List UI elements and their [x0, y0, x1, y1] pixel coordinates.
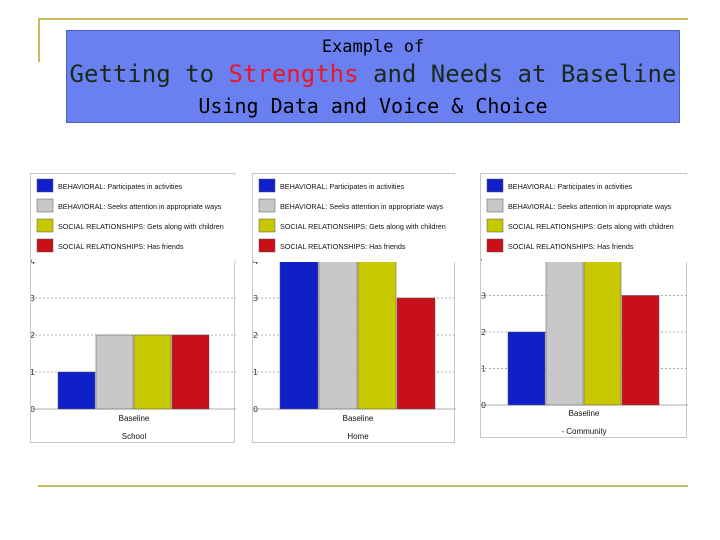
legend-label: BEHAVIORAL: Participates in activities	[280, 182, 405, 191]
chart-community: 01234BEHAVIORAL: Participates in activit…	[480, 173, 688, 438]
legend-swatch	[258, 178, 276, 193]
legend-label: SOCIAL RELATIONSHIPS: Has friends	[280, 242, 406, 251]
bar-series-2	[318, 260, 358, 410]
legend-swatch	[486, 198, 504, 213]
legend-label: BEHAVIORAL: Participates in activities	[58, 182, 183, 191]
banner-pretitle: Example of	[321, 37, 425, 57]
legend-background	[32, 175, 235, 262]
legend-label: SOCIAL RELATIONSHIPS: Has friends	[508, 242, 634, 251]
chart-svg: 01234BEHAVIORAL: Participates in activit…	[481, 175, 688, 436]
legend-swatch	[36, 218, 54, 233]
legend-label: SOCIAL RELATIONSHIPS: Gets along with ch…	[508, 222, 674, 231]
y-tick-label: 1	[31, 368, 35, 377]
y-tick-label: 2	[481, 328, 486, 337]
bar-series-1	[507, 331, 546, 406]
legend-background	[254, 175, 455, 262]
legend-swatch	[486, 178, 504, 193]
chart-svg: 01234BEHAVIORAL: Participates in activit…	[253, 175, 456, 441]
bar-series-1	[279, 260, 319, 410]
legend-background	[482, 175, 687, 262]
banner-title: Getting to Strengths and Needs at Baseli…	[67, 60, 679, 88]
y-tick-label: 0	[481, 401, 486, 410]
bar-series-4	[171, 334, 210, 410]
legend-swatch	[36, 198, 54, 213]
y-tick-label: 1	[481, 365, 486, 374]
legend-swatch	[36, 238, 54, 253]
y-tick-label: 3	[253, 294, 258, 303]
y-tick-label: 2	[253, 331, 258, 340]
legend-swatch	[36, 178, 54, 193]
legend-label: BEHAVIORAL: Seeks attention in appropria…	[280, 202, 444, 211]
x-axis-label: School	[122, 432, 147, 441]
banner-title-part-2: and Needs at Baseline	[358, 60, 677, 88]
left-rule	[38, 18, 40, 62]
legend-swatch	[258, 218, 276, 233]
title-banner: Example of Getting to Strengths and Need…	[66, 30, 680, 123]
y-tick-label: 2	[31, 331, 35, 340]
bar-series-2	[95, 334, 134, 410]
legend-swatch	[486, 218, 504, 233]
y-tick-label: 3	[481, 292, 486, 301]
bar-series-4	[396, 297, 436, 410]
legend-label: BEHAVIORAL: Participates in activities	[508, 182, 633, 191]
bar-series-4	[621, 295, 660, 406]
category-label: Baseline	[569, 409, 600, 418]
chart-school: 01234BEHAVIORAL: Participates in activit…	[30, 173, 236, 443]
bottom-rule	[38, 485, 688, 487]
legend-swatch	[486, 238, 504, 253]
bar-series-3	[357, 260, 397, 410]
bar-series-1	[57, 371, 96, 410]
banner-title-part-1: Getting to	[69, 60, 229, 88]
top-rule	[38, 18, 688, 20]
legend-label: SOCIAL RELATIONSHIPS: Has friends	[58, 242, 184, 251]
category-label: Baseline	[343, 414, 374, 423]
y-tick-label: 0	[253, 405, 258, 414]
legend-label: SOCIAL RELATIONSHIPS: Gets along with ch…	[280, 222, 446, 231]
banner-subtitle: Using Data and Voice & Choice	[198, 94, 548, 118]
y-tick-label: 1	[253, 368, 258, 377]
legend-label: BEHAVIORAL: Seeks attention in appropria…	[508, 202, 672, 211]
legend-label: SOCIAL RELATIONSHIPS: Gets along with ch…	[58, 222, 224, 231]
chart-svg: 01234BEHAVIORAL: Participates in activit…	[31, 175, 236, 441]
banner-title-highlight: Strengths	[228, 60, 359, 88]
y-tick-label: 0	[31, 405, 35, 414]
x-axis-label: - Community	[561, 427, 606, 436]
legend-swatch	[258, 238, 276, 253]
category-label: Baseline	[119, 414, 150, 423]
y-tick-label: 3	[31, 294, 35, 303]
legend-swatch	[258, 198, 276, 213]
bar-series-2	[545, 258, 584, 406]
chart-home: 01234BEHAVIORAL: Participates in activit…	[252, 173, 456, 443]
x-axis-label: Home	[347, 432, 369, 441]
legend-label: BEHAVIORAL: Seeks attention in appropria…	[58, 202, 222, 211]
bar-series-3	[583, 258, 622, 406]
bar-series-3	[133, 334, 172, 410]
